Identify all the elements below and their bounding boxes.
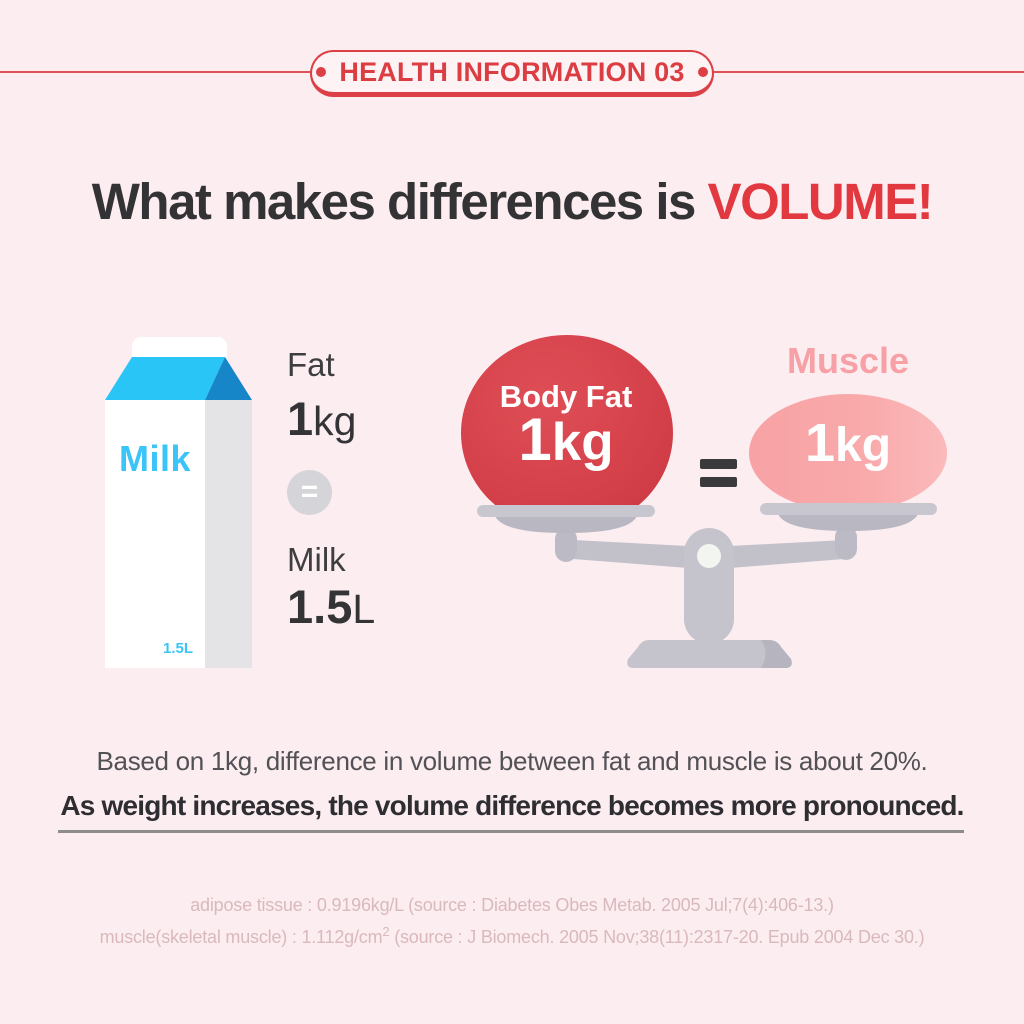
body-fat-value: 1kg [518,410,613,470]
carton-front-panel [105,400,205,668]
muscle-label: Muscle [786,340,910,381]
carton-gable-side [205,357,252,400]
note-line-1: Based on 1kg, difference in volume betwe… [96,746,928,776]
muscle-value-number: 1 [804,413,836,473]
balance-scale-illustration [461,335,947,668]
scale-column [684,528,734,644]
scale-left-bowl [495,516,637,533]
milk-value-unit: L [352,586,376,632]
source-line-1: adipose tissue : 0.9196kg/L (source : Di… [190,895,834,915]
fat-value: 1kg [287,395,356,442]
equals-icon [700,459,737,487]
page-title: What makes differences is VOLUME! [0,172,1024,231]
scale-pivot [697,544,721,568]
note-underline [58,830,964,833]
milk-value: 1.5L [287,583,375,630]
fat-value-number: 1 [287,392,314,445]
scale-base [627,640,792,668]
badge-right-dot-icon [697,67,708,77]
body-fat-circle [461,335,673,531]
milk-label: Milk [287,541,346,578]
fat-label: Fat [287,346,335,383]
carton-side-panel [205,400,252,668]
muscle-ellipse [749,394,947,512]
muscle-value: 1kg [805,416,891,470]
title-prefix: What makes differences is [91,173,708,230]
scale-left-arm [573,540,688,568]
scale-base-shadow [761,640,792,668]
body-fat-value-number: 1 [518,406,552,473]
body-fat-value-unit: kg [551,413,614,472]
source-line-2-suffix: (source : J Biomech. 2005 Nov;38(11):231… [389,927,925,947]
header-badge: HEALTH INFORMATION 03 [310,50,714,97]
carton-cap [132,337,227,363]
badge-left-dot-icon [316,67,327,77]
muscle-value-unit: kg [835,419,892,472]
carton-volume-label: 1.5L [163,640,194,657]
scale-left-stem [555,528,577,562]
source-line-2-superscript: 2 [382,924,390,939]
fat-value-unit: kg [313,398,357,444]
scale-left-pan [477,505,655,517]
scale-right-stem [835,526,857,560]
milk-value-number: 1.5 [287,580,353,633]
source-line-2-prefix: muscle(skeletal muscle) : 1.112g/cm [99,927,383,947]
source-line-2: muscle(skeletal muscle) : 1.112g/cm2 (so… [0,924,1024,948]
carton-brand-label: Milk [118,438,192,479]
title-highlight: VOLUME! [707,173,934,230]
note-line-2: As weight increases, the volume differen… [60,790,964,821]
equals-badge-icon: = [287,470,332,515]
scale-right-pan [760,503,937,515]
scale-right-bowl [778,514,918,531]
carton-gable-front [105,357,225,400]
body-fat-title: Body Fat [499,379,633,414]
scale-right-arm [730,540,844,568]
equals-badge-glyph: = [300,474,319,508]
milk-carton-illustration [105,337,252,668]
badge-label: HEALTH INFORMATION 03 [339,56,685,87]
